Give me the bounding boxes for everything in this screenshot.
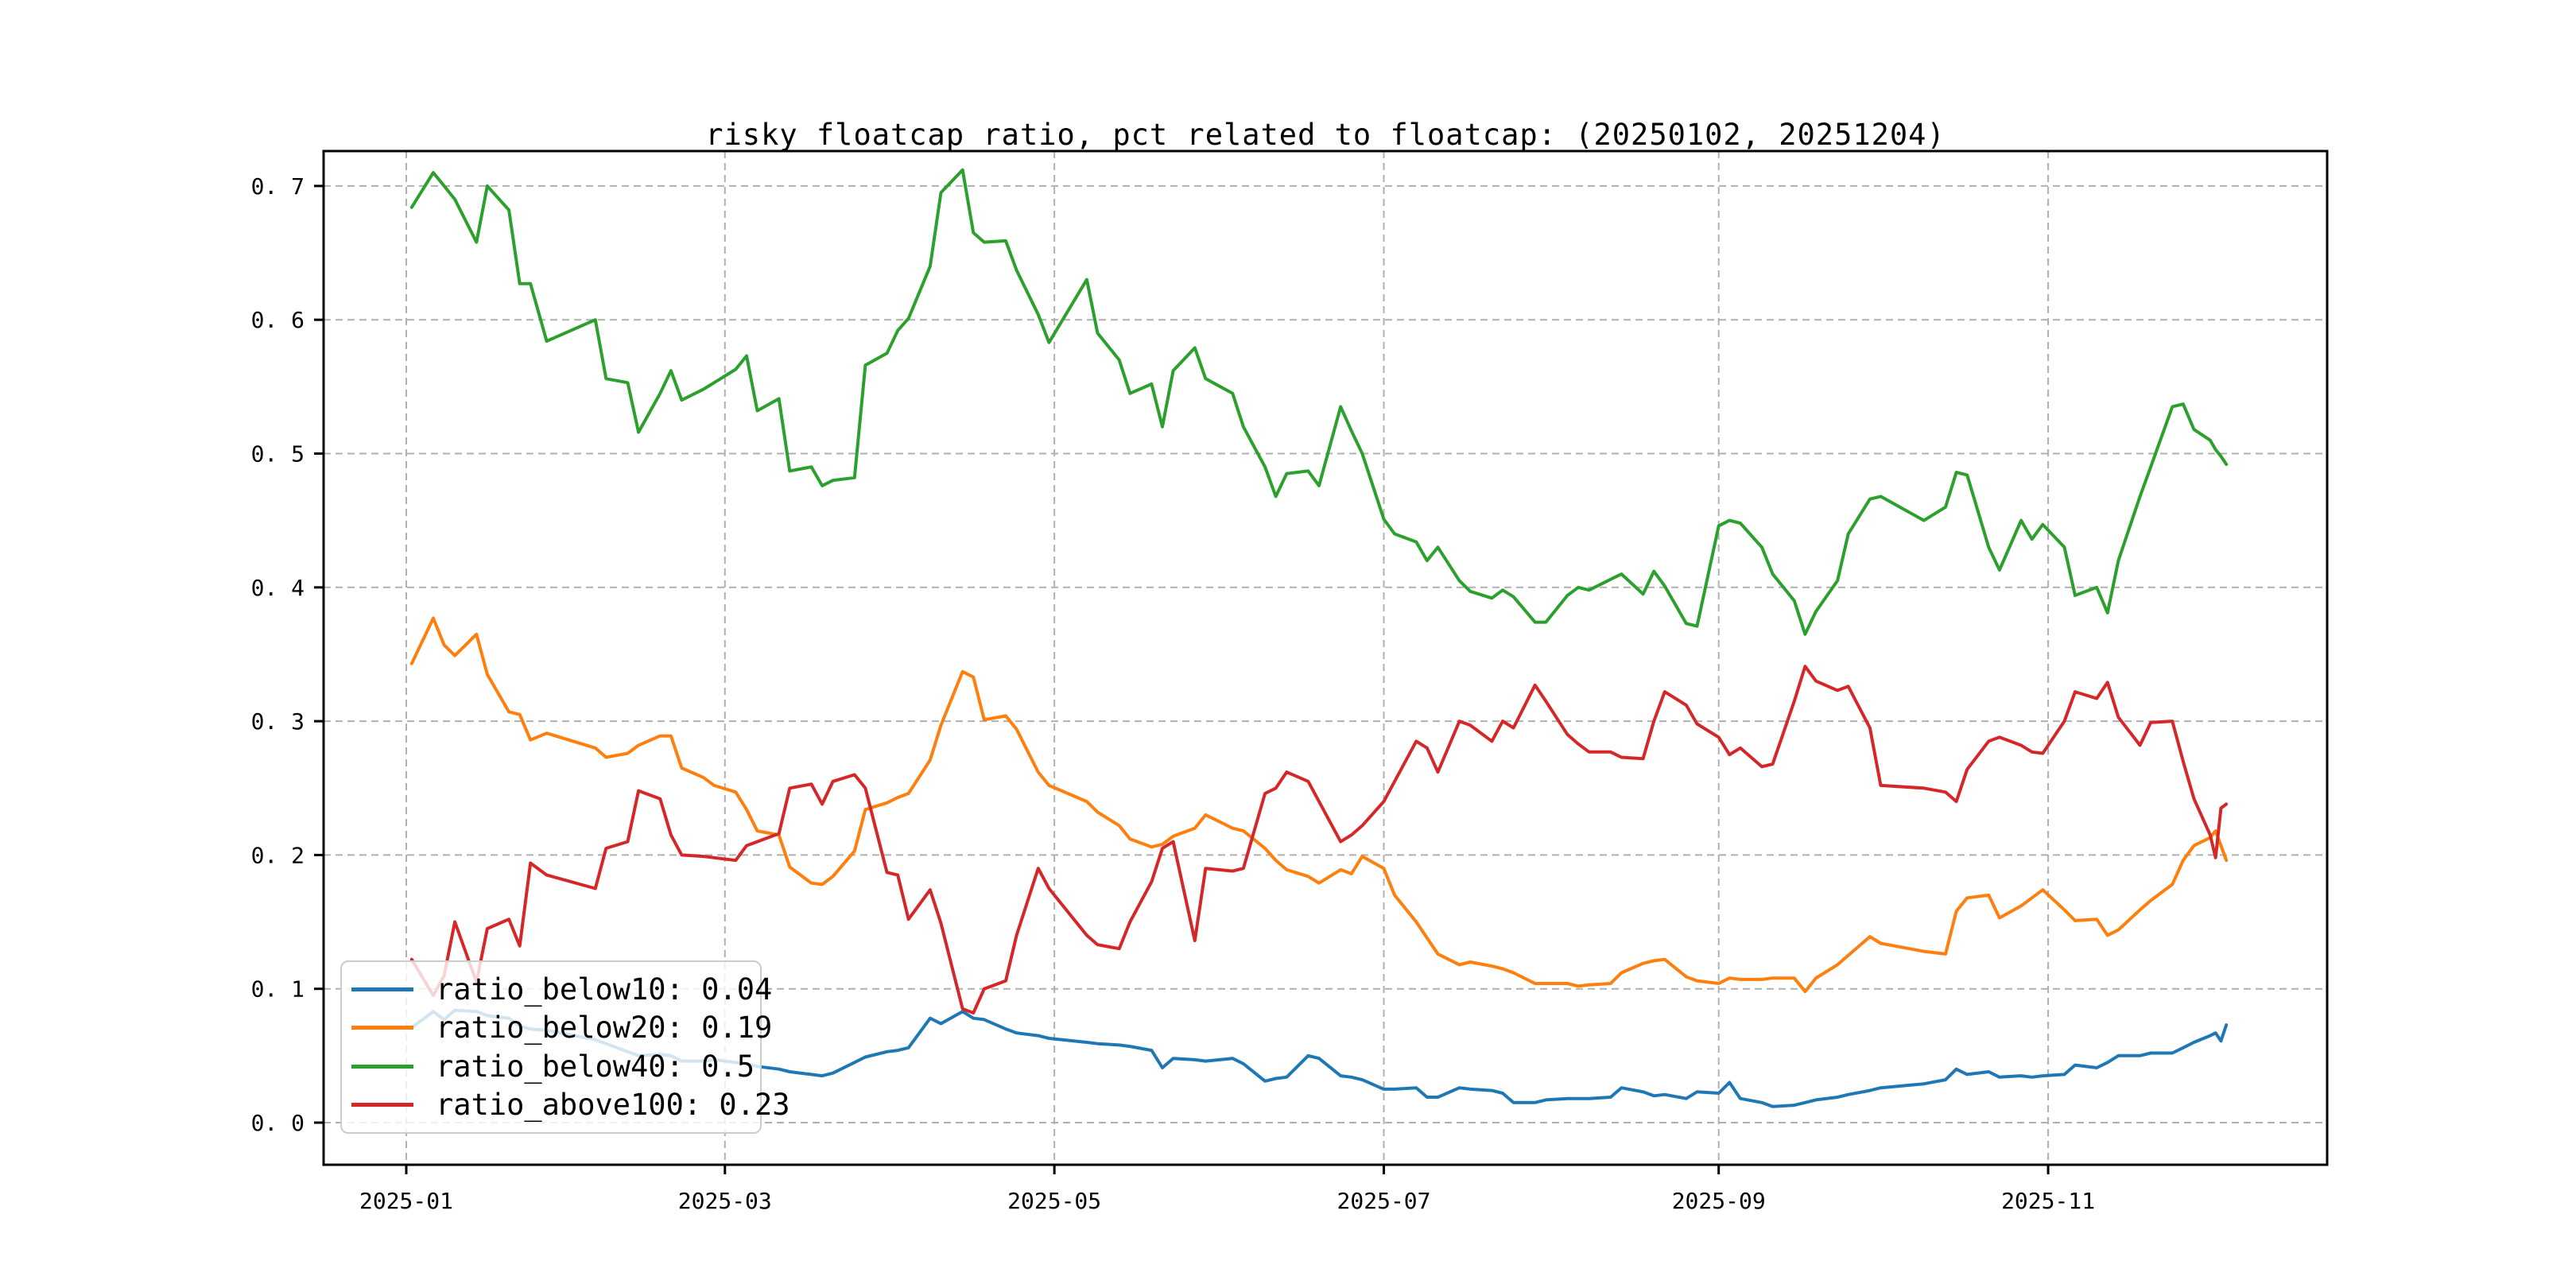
y-tick-label: 0. 3: [251, 708, 305, 735]
x-tick-label: 2025-11: [2001, 1188, 2095, 1214]
legend-swatch-red-line: [351, 1103, 413, 1108]
series-line-ratio_below20: [409, 616, 2229, 994]
x-tick-label: 2025-09: [1672, 1188, 1766, 1214]
x-tick-label: 2025-03: [678, 1188, 772, 1214]
y-tick-label: 0. 4: [251, 575, 305, 601]
legend-item-ratio-below40: ratio_below40: 0.5: [351, 1048, 760, 1084]
x-tick-label: 2025-05: [1007, 1188, 1101, 1214]
legend-item-ratio-above100: ratio_above100: 0.23: [351, 1087, 790, 1123]
y-tick-label: 0. 5: [251, 441, 305, 467]
legend-swatch-green-line: [351, 1064, 413, 1069]
y-tick-label: 0. 0: [251, 1110, 305, 1136]
x-tick-label: 2025-01: [359, 1188, 453, 1214]
legend-box: ratio_below10: 0.04 ratio_below20: 0.19 …: [340, 960, 790, 1134]
y-tick-label: 0. 6: [251, 307, 305, 333]
y-tick-label: 0. 7: [251, 173, 305, 200]
series-line-ratio_above100: [409, 665, 2229, 1014]
y-tick-label: 0. 2: [251, 842, 305, 868]
legend-swatch-blue-line: [351, 987, 413, 991]
legend-label: ratio_above100: 0.23: [436, 1088, 790, 1123]
legend-swatch-orange-line: [351, 1026, 413, 1030]
plot-frame: [322, 149, 2329, 1166]
legend-label: ratio_below40: 0.5: [436, 1049, 755, 1084]
legend-item-ratio-below10: ratio_below10: 0.04: [351, 971, 772, 1007]
series-line-ratio_below40: [409, 168, 2229, 636]
legend-label: ratio_below20: 0.19: [436, 1011, 773, 1046]
chart-title: risky floatcap ratio, pct related to flo…: [705, 118, 1946, 152]
y-tick-label: 0. 1: [251, 976, 305, 1003]
x-tick-label: 2025-07: [1337, 1188, 1431, 1214]
legend-label: ratio_below10: 0.04: [436, 972, 773, 1007]
legend-item-ratio-below20: ratio_below20: 0.19: [351, 1010, 772, 1046]
